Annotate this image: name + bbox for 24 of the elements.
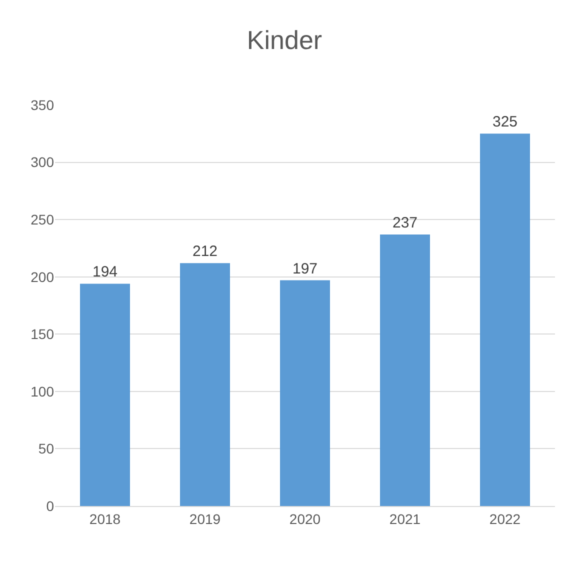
x-tick-label: 2020 — [289, 510, 321, 527]
data-label: 212 — [192, 243, 218, 260]
x-tick-label: 2021 — [389, 510, 421, 527]
y-tick-label: 0 — [46, 498, 54, 514]
bar — [180, 263, 230, 506]
bar — [280, 280, 330, 506]
x-tick-label: 2022 — [489, 510, 521, 527]
chart-title: Kinder — [246, 24, 322, 55]
y-tick-label: 250 — [30, 211, 54, 228]
y-tick-label: 200 — [30, 268, 54, 285]
y-tick-label: 100 — [30, 383, 54, 400]
y-tick-label: 350 — [30, 96, 54, 113]
y-tick-label: 50 — [38, 440, 54, 457]
data-label: 325 — [492, 114, 518, 131]
y-tick-label: 300 — [30, 154, 54, 170]
bar — [380, 234, 430, 506]
data-label: 194 — [92, 264, 118, 281]
x-tick-label: 2019 — [189, 510, 221, 527]
data-label: 197 — [292, 260, 318, 278]
data-label: 237 — [392, 214, 418, 232]
bar — [80, 284, 130, 506]
bar — [480, 134, 530, 506]
y-tick-label: 150 — [30, 326, 54, 342]
x-tick-label: 2018 — [89, 510, 121, 527]
